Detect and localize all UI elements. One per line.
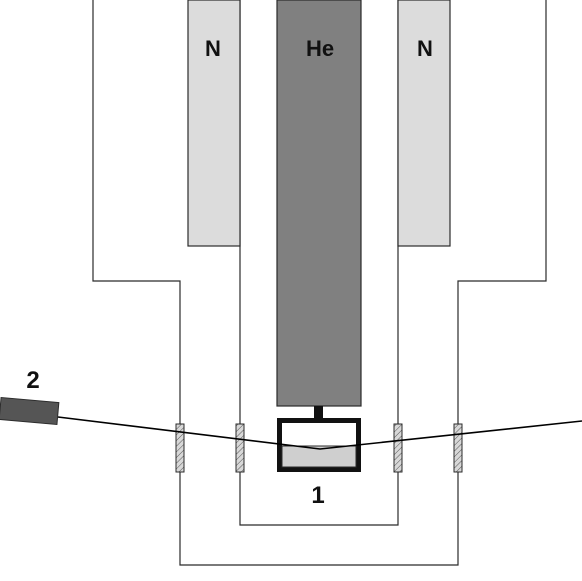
light-beam	[57, 416, 582, 450]
label-sample: 1	[311, 482, 324, 509]
window-outer-right	[453, 423, 463, 473]
nitrogen-reservoir-right	[397, 0, 451, 247]
inner-shield-outline	[239, 0, 399, 526]
label-nitrogen-right: N	[417, 36, 433, 61]
label-helium: He	[306, 36, 334, 61]
detector-head	[0, 396, 60, 426]
outer-jacket-outline	[92, 0, 547, 566]
window-inner-right	[393, 423, 403, 473]
window-inner-left	[235, 423, 245, 473]
nitrogen-reservoir-left	[187, 0, 241, 247]
label-nitrogen-left: N	[205, 36, 221, 61]
sample	[281, 445, 357, 468]
window-outer-left	[175, 423, 185, 473]
cold-finger-stem	[314, 406, 323, 418]
label-detector: 2	[26, 367, 39, 394]
sample-holder	[277, 418, 361, 472]
